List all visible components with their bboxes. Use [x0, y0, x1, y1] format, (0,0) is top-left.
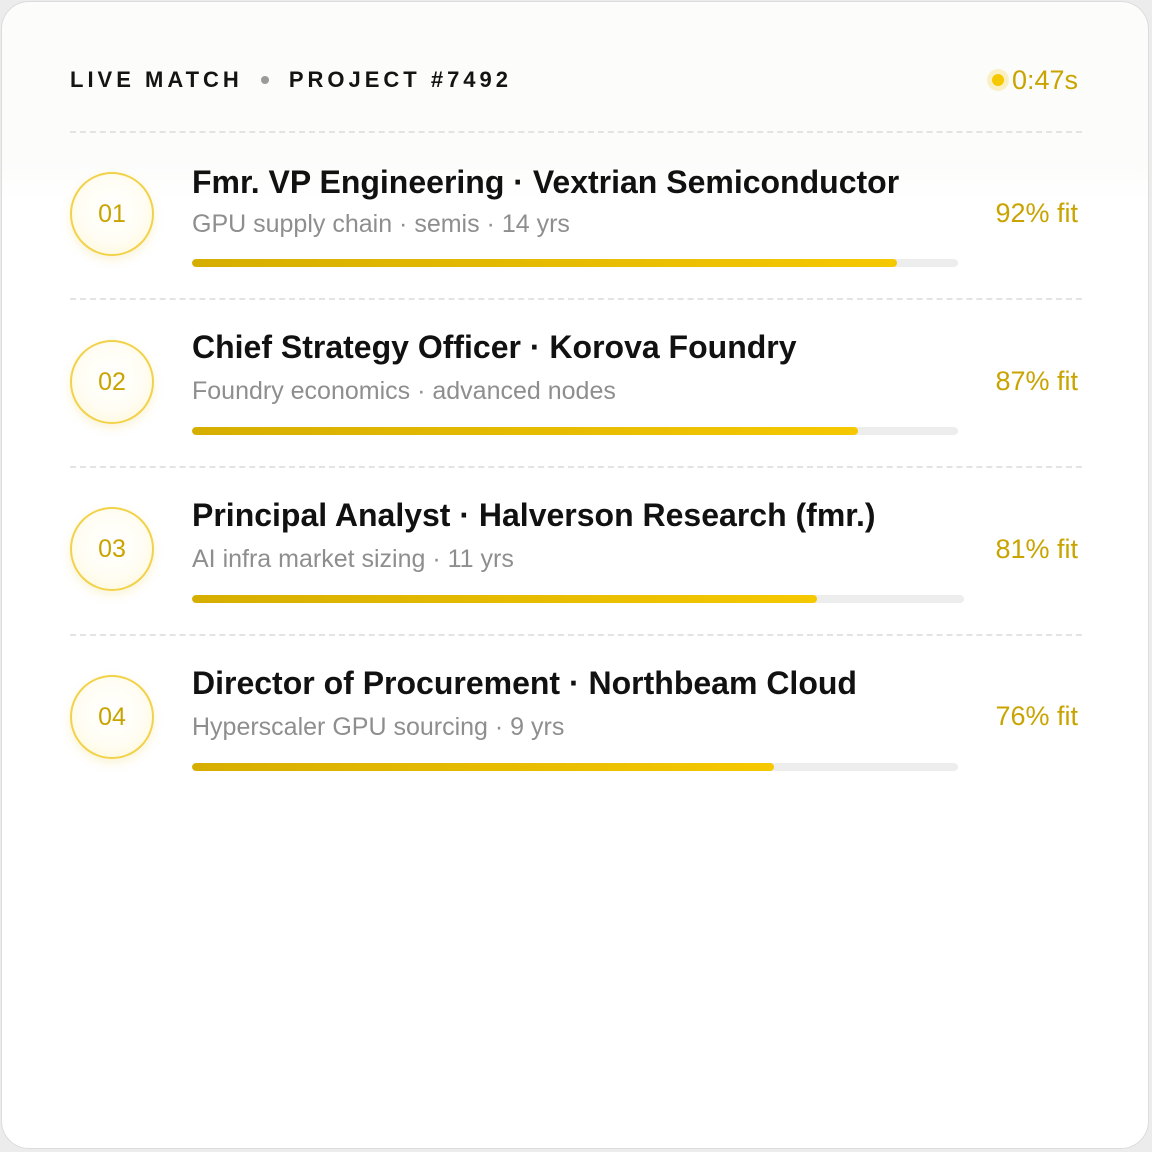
match-subtitle: GPU supply chain · semis · 14 yrs — [192, 210, 570, 238]
card-header: LIVE MATCH PROJECT #7492 0:47s — [70, 58, 1078, 102]
project-label: PROJECT #7492 — [288, 67, 513, 92]
divider — [70, 298, 1082, 300]
match-subtitle: AI infra market sizing · 11 yrs — [192, 545, 514, 573]
live-match-label: LIVE MATCH — [70, 67, 243, 92]
fit-score: 92% fit — [995, 198, 1078, 228]
fit-progress-bar — [192, 595, 964, 603]
match-subtitle: Foundry economics · advanced nodes — [192, 377, 616, 405]
divider — [70, 634, 1082, 636]
match-title: Principal Analyst · Halverson Research (… — [192, 497, 876, 533]
timer: 0:47s — [991, 64, 1078, 96]
fit-progress-fill — [192, 259, 897, 267]
rank-badge: 04 — [70, 675, 154, 759]
list-item[interactable]: 04 Director of Procurement · Northbeam C… — [70, 635, 1078, 803]
rank-badge: 01 — [70, 172, 154, 256]
list-item[interactable]: 01 Fmr. VP Engineering · Vextrian Semico… — [70, 132, 1078, 300]
live-indicator-icon — [991, 74, 1004, 86]
match-title: Fmr. VP Engineering · Vextrian Semicondu… — [192, 164, 900, 200]
fit-score: 76% fit — [995, 701, 1078, 731]
fit-progress-bar — [192, 259, 958, 267]
fit-progress-fill — [192, 763, 775, 771]
header-labels: LIVE MATCH PROJECT #7492 — [70, 67, 512, 93]
match-title: Chief Strategy Officer · Korova Foundry — [192, 329, 797, 365]
separator-dot-icon — [260, 76, 269, 84]
fit-progress-bar — [192, 427, 958, 435]
fit-score: 87% fit — [995, 366, 1078, 396]
match-subtitle: Hyperscaler GPU sourcing · 9 yrs — [192, 713, 565, 741]
list-item[interactable]: 02 Chief Strategy Officer · Korova Found… — [70, 299, 1078, 467]
match-title: Director of Procurement · Northbeam Clou… — [192, 665, 857, 701]
fit-progress-bar — [192, 763, 958, 771]
timer-value: 0:47s — [1011, 64, 1078, 95]
divider — [70, 466, 1082, 468]
fit-progress-fill — [192, 595, 818, 603]
divider — [70, 131, 1082, 133]
list-item[interactable]: 03 Principal Analyst · Halverson Researc… — [70, 467, 1078, 635]
fit-score: 81% fit — [995, 534, 1078, 564]
rank-badge: 03 — [70, 507, 154, 591]
rank-badge: 02 — [70, 340, 154, 424]
fit-progress-fill — [192, 427, 859, 435]
